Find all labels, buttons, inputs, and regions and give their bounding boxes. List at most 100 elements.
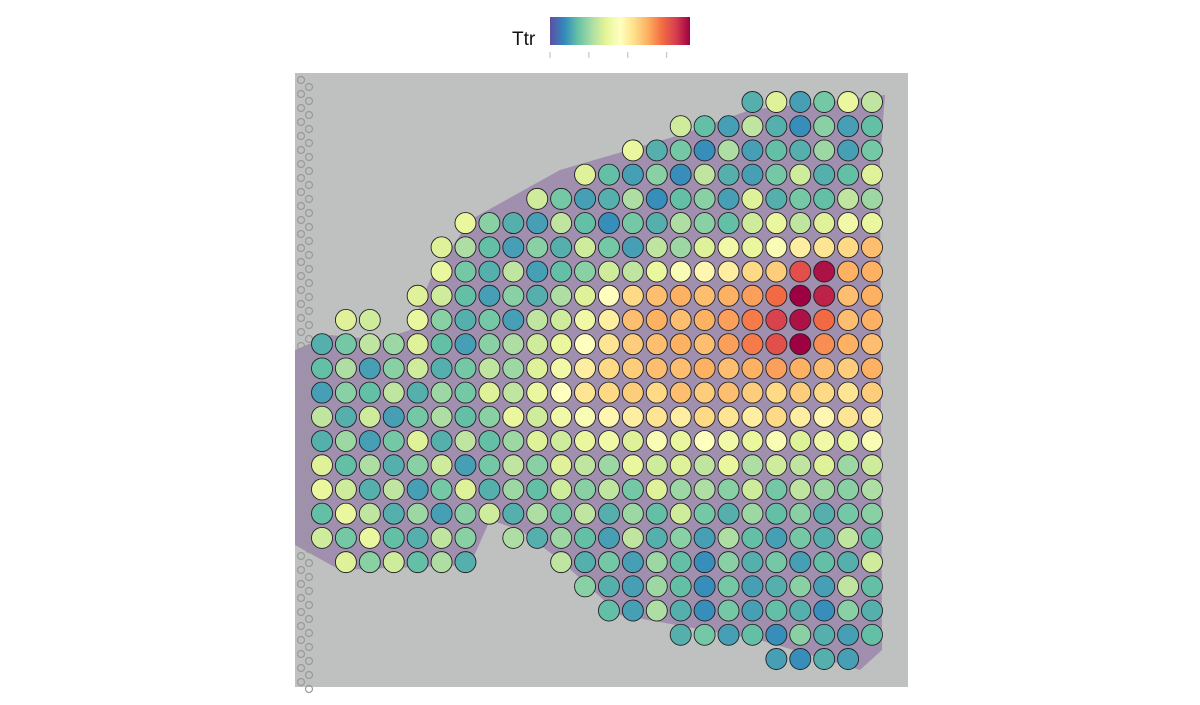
spot bbox=[861, 260, 883, 283]
fiducial bbox=[304, 138, 314, 148]
spot bbox=[621, 526, 644, 549]
spot bbox=[669, 454, 692, 477]
spot bbox=[837, 502, 860, 525]
spot bbox=[693, 187, 716, 210]
spot bbox=[669, 212, 692, 235]
spot bbox=[574, 526, 596, 549]
spot bbox=[813, 599, 836, 622]
fiducial bbox=[296, 411, 306, 421]
spot bbox=[358, 333, 381, 356]
spot bbox=[382, 526, 405, 549]
spot bbox=[813, 502, 836, 525]
spot bbox=[693, 139, 716, 162]
spot bbox=[645, 357, 668, 380]
spot bbox=[669, 260, 692, 283]
spot bbox=[334, 309, 357, 331]
fiducial bbox=[304, 586, 314, 596]
spot bbox=[837, 260, 860, 283]
spot bbox=[334, 502, 357, 525]
spot bbox=[789, 575, 812, 598]
spot bbox=[382, 430, 405, 452]
spot bbox=[837, 284, 860, 307]
spot bbox=[861, 599, 883, 622]
spot bbox=[693, 405, 716, 428]
spot bbox=[837, 526, 860, 549]
fiducial bbox=[296, 593, 306, 603]
spot bbox=[789, 405, 812, 428]
spot bbox=[717, 284, 740, 307]
spot bbox=[861, 623, 883, 646]
fiducial bbox=[296, 201, 306, 211]
spot bbox=[765, 284, 788, 307]
spot bbox=[669, 139, 692, 162]
spot bbox=[430, 551, 453, 574]
spot bbox=[693, 526, 716, 549]
spot bbox=[717, 115, 740, 138]
fiducial bbox=[296, 75, 306, 85]
spot bbox=[526, 187, 549, 210]
fiducial bbox=[304, 306, 314, 316]
spot bbox=[837, 454, 860, 477]
spot bbox=[837, 333, 860, 356]
spot bbox=[598, 357, 620, 380]
spot bbox=[550, 502, 573, 525]
fiducial bbox=[296, 173, 306, 183]
fiducial bbox=[304, 348, 314, 358]
spot bbox=[645, 430, 668, 452]
spot bbox=[502, 357, 525, 380]
spot bbox=[813, 575, 836, 598]
fiducial bbox=[304, 180, 314, 190]
spot bbox=[454, 502, 477, 525]
spot bbox=[645, 260, 668, 283]
spot bbox=[574, 430, 596, 452]
spot bbox=[358, 502, 381, 525]
spot bbox=[765, 599, 788, 622]
spot bbox=[741, 478, 764, 501]
spot bbox=[598, 260, 620, 283]
fiducial bbox=[296, 257, 306, 267]
spot bbox=[598, 526, 620, 549]
spot bbox=[717, 260, 740, 283]
spot bbox=[741, 115, 764, 138]
spot bbox=[502, 212, 525, 235]
spot bbox=[621, 599, 644, 622]
fiducial bbox=[296, 383, 306, 393]
spot bbox=[693, 309, 716, 331]
spot bbox=[645, 333, 668, 356]
spot bbox=[526, 309, 549, 331]
fiducial bbox=[304, 376, 314, 386]
fiducial bbox=[304, 670, 314, 680]
spot bbox=[837, 648, 860, 670]
spot bbox=[430, 430, 453, 452]
spot bbox=[454, 526, 477, 549]
spot bbox=[478, 502, 501, 525]
spot bbox=[789, 333, 812, 356]
spot bbox=[598, 405, 620, 428]
spot bbox=[574, 478, 596, 501]
spot bbox=[550, 454, 573, 477]
spot bbox=[693, 115, 716, 138]
fiducial bbox=[296, 495, 306, 505]
spot bbox=[382, 502, 405, 525]
spot bbox=[861, 405, 883, 428]
spot bbox=[741, 599, 764, 622]
spot bbox=[621, 357, 644, 380]
spot bbox=[311, 405, 333, 428]
spot bbox=[717, 478, 740, 501]
spot bbox=[502, 430, 525, 452]
spot bbox=[311, 502, 333, 525]
spot bbox=[598, 236, 620, 259]
spot bbox=[717, 236, 740, 259]
spot bbox=[813, 357, 836, 380]
spot bbox=[765, 139, 788, 162]
spot bbox=[430, 333, 453, 356]
fiducial bbox=[304, 166, 314, 176]
spot bbox=[311, 454, 333, 477]
spot bbox=[406, 284, 429, 307]
spot bbox=[693, 575, 716, 598]
spot bbox=[334, 478, 357, 501]
spot bbox=[765, 478, 788, 501]
spot bbox=[717, 599, 740, 622]
spot bbox=[741, 405, 764, 428]
fiducial bbox=[296, 103, 306, 113]
